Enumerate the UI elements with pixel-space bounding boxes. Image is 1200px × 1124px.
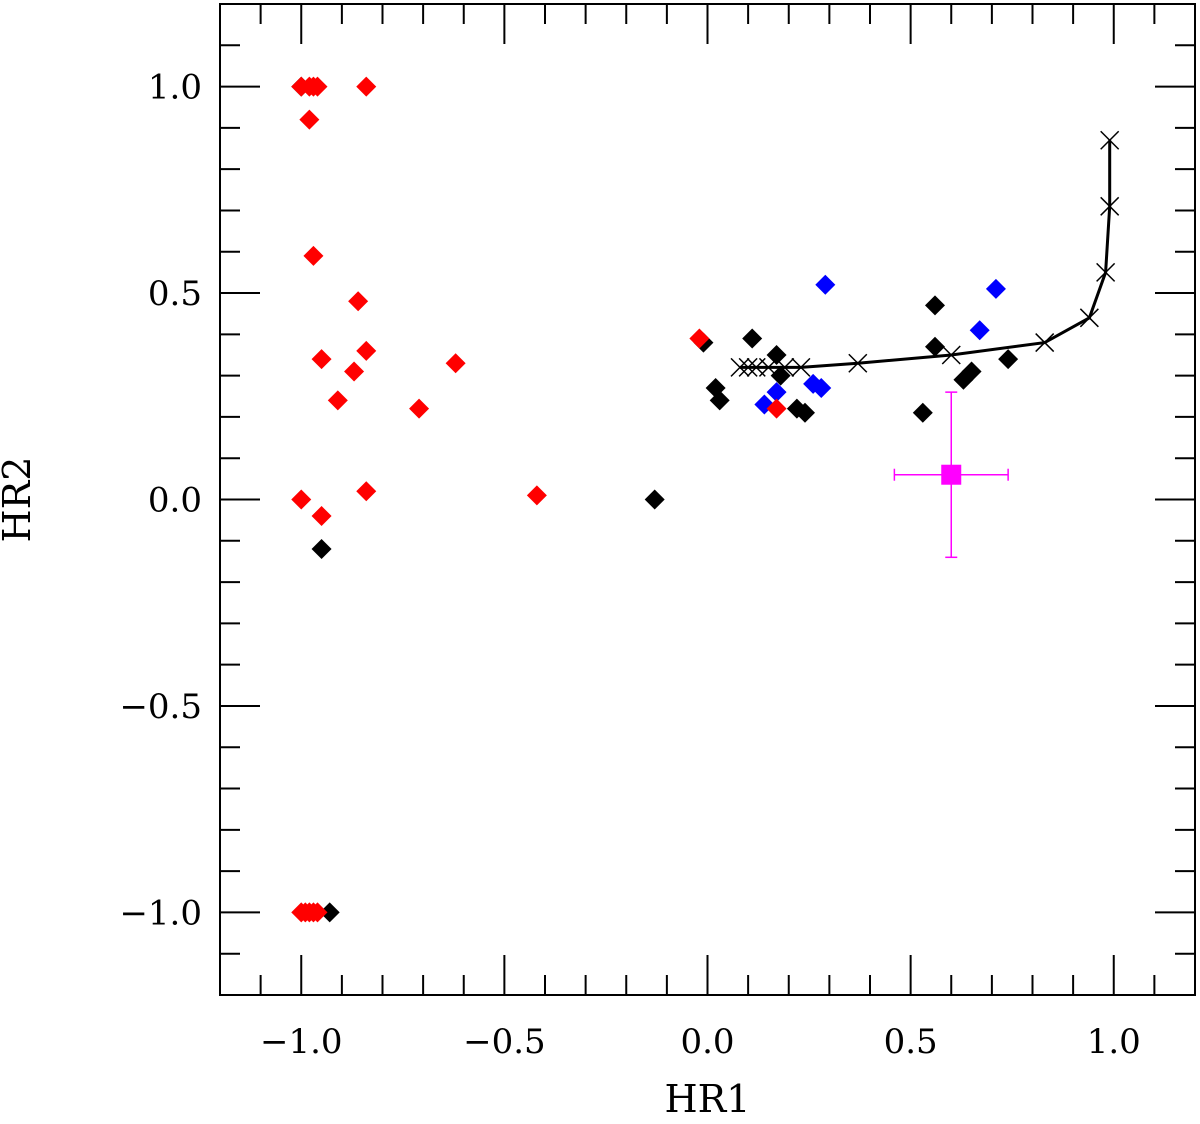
data-point-diamond	[925, 295, 945, 316]
data-point-diamond	[961, 361, 982, 382]
model-curve-x-marker	[941, 345, 961, 365]
data-point-diamond	[644, 489, 665, 510]
data-point-diamond	[348, 291, 369, 312]
data-point-diamond	[795, 402, 815, 423]
data-point-square	[941, 464, 962, 485]
data-point-diamond	[303, 245, 324, 266]
data-point-diamond	[815, 274, 836, 295]
x-axis-label: HR1	[665, 1077, 751, 1119]
y-tick-label: −1.0	[119, 893, 202, 933]
model-curve-x-marker	[738, 357, 758, 377]
model-curve-line	[740, 140, 1112, 369]
x-tick-label: −1.0	[260, 1022, 343, 1062]
data-point-diamond	[356, 340, 377, 361]
data-point-diamond	[344, 361, 365, 382]
model-curve-x-marker	[1035, 333, 1055, 353]
data-point-diamond	[742, 328, 763, 349]
data-point-diamond	[299, 109, 320, 130]
data-point-diamond	[356, 481, 377, 502]
y-tick-label: −0.5	[119, 687, 202, 727]
y-tick-label: 0.5	[148, 274, 202, 314]
plot-frame	[219, 3, 1196, 996]
data-point-diamond	[969, 320, 990, 341]
model-curve-x-marker	[1079, 308, 1099, 328]
data-points-layer	[291, 76, 1019, 923]
model-curve-x-marker	[730, 357, 750, 377]
data-point-diamond	[311, 506, 332, 527]
data-point-diamond	[985, 278, 1006, 299]
data-point-diamond	[307, 76, 328, 97]
y-tick-label: 1.0	[148, 68, 202, 108]
data-point-diamond	[319, 902, 340, 923]
axis-ticks	[220, 4, 1195, 995]
model-curve-x-marker	[1096, 262, 1116, 282]
data-point-diamond	[766, 398, 787, 419]
x-tick-label: 0.0	[680, 1022, 734, 1062]
x-tick-label: 0.5	[884, 1022, 938, 1062]
data-point-diamond	[356, 76, 377, 97]
data-point-diamond	[409, 398, 430, 419]
data-point-diamond	[311, 349, 332, 370]
model-curve-x-marker	[791, 357, 811, 377]
model-curve-x-marker	[848, 353, 868, 373]
data-point-diamond	[689, 328, 710, 349]
y-axis-label: HR2	[0, 457, 39, 543]
model-curve-x-marker	[1100, 130, 1120, 150]
data-point-diamond	[311, 539, 332, 560]
data-point-diamond	[445, 353, 466, 374]
tick-labels-layer: −1.0 −0.5 0.0 0.5 1.0 −1.0 −0.5 0.0 0.5 1.0	[119, 68, 1140, 1062]
data-point-diamond	[766, 382, 787, 403]
data-point-diamond	[709, 390, 730, 411]
x-tick-label: −0.5	[463, 1022, 546, 1062]
data-point-diamond	[766, 344, 787, 365]
y-tick-label: 0.0	[148, 481, 202, 521]
x-tick-label: 1.0	[1087, 1022, 1141, 1062]
model-curve-x-marker	[1100, 196, 1120, 216]
data-point-diamond	[770, 365, 791, 386]
data-point-diamond	[998, 349, 1019, 370]
model-curve-layer	[730, 130, 1120, 377]
data-point-diamond	[925, 336, 945, 357]
data-point-diamond	[912, 402, 933, 423]
data-point-diamond	[811, 378, 832, 399]
data-point-diamond	[307, 902, 328, 923]
data-point-diamond	[526, 485, 547, 506]
data-point-diamond	[327, 390, 348, 411]
data-point-diamond	[291, 489, 312, 510]
